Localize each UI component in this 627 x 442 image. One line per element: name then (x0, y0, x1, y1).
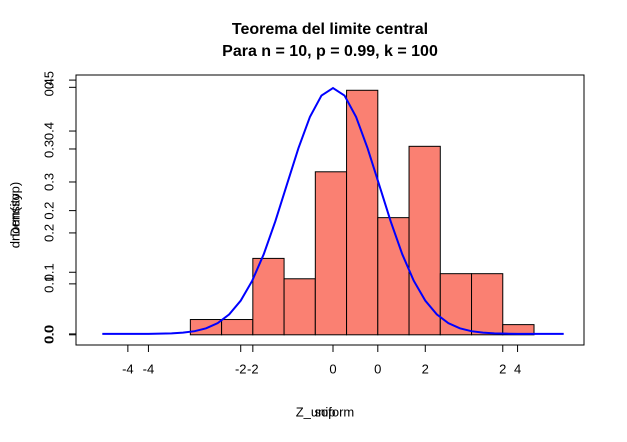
y-tick-label: 0.0 (41, 325, 56, 343)
y-axis-label: dnorm(sop) (7, 182, 22, 248)
y-tick-label: 0.3 (41, 140, 56, 158)
x-tick-label: -2 (235, 361, 247, 376)
bar (252, 257, 285, 336)
y-tick-label: 0.5 (41, 71, 56, 89)
bar (346, 89, 379, 336)
bar (189, 319, 223, 336)
y-tick-label: 0.4 (41, 78, 56, 96)
chart-subtitle: Para n = 10, p = 0.99, k = 100 (222, 43, 438, 60)
chart-title: Teorema del limite central (232, 21, 428, 38)
x-axis-label: sop (315, 404, 336, 419)
bar (314, 171, 348, 336)
y-tick-label: 0.1 (41, 263, 56, 281)
x-tick-label: 2 (499, 361, 506, 376)
bar (283, 278, 316, 336)
bar (408, 145, 441, 336)
bar (221, 319, 254, 336)
x-tick-label: -2 (247, 361, 259, 376)
y-tick-label: 0.4 (41, 122, 56, 140)
y-axis-label: Density (7, 193, 22, 237)
x-tick-label: -4 (122, 361, 134, 376)
x-tick-label: 0 (374, 361, 381, 376)
bar (471, 273, 504, 336)
x-tick-label: 2 (422, 361, 429, 376)
x-axis-label: Z_uniform (296, 404, 355, 419)
y-tick-label: 0.2 (41, 202, 56, 220)
plot-box (75, 74, 585, 346)
y-tick-label: 0.0 (41, 326, 56, 344)
bar (377, 217, 410, 336)
y-tick-label: 0.2 (41, 224, 56, 242)
x-tick-label: 4 (514, 361, 521, 376)
y-tick-label: 0.1 (41, 275, 56, 293)
y-tick-label: 0.3 (41, 173, 56, 191)
x-tick-label: -4 (143, 361, 155, 376)
x-tick-label: 0 (329, 361, 336, 376)
density-curve (102, 86, 564, 335)
